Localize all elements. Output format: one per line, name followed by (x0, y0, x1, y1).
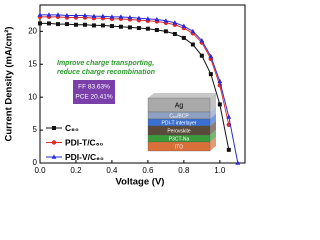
marker (46, 12, 52, 17)
plot-frame (39, 4, 246, 164)
marker (73, 12, 79, 18)
marker (118, 14, 124, 19)
marker (190, 28, 196, 34)
marker (136, 15, 142, 20)
marker (91, 23, 96, 28)
annotation: Improve charge transporting, (57, 60, 154, 67)
x-tick-label: 0.0 (34, 166, 46, 175)
layer-side (210, 107, 216, 119)
marker (217, 102, 222, 107)
layer-label: C₆₀/BCP (169, 113, 189, 119)
marker (109, 24, 114, 29)
legend-marker (52, 126, 56, 130)
marker (82, 22, 87, 27)
series-line (40, 16, 230, 125)
marker (217, 78, 223, 84)
layer-side (210, 114, 216, 126)
layer-label: Ag (175, 102, 184, 109)
marker (226, 147, 231, 152)
marker (181, 23, 187, 28)
metrics-box (73, 80, 115, 104)
marker (91, 13, 97, 18)
layer-label: ITO (175, 144, 183, 150)
marker (73, 22, 78, 27)
marker (190, 42, 195, 47)
marker (127, 25, 132, 30)
layer (147, 141, 211, 152)
layer-label: P3CT-Na (169, 136, 190, 142)
marker (163, 18, 169, 23)
marker (199, 37, 205, 43)
marker (100, 23, 105, 28)
layer-side (210, 121, 216, 135)
metric: PCE 20.41% (75, 94, 112, 101)
legend-label: PDI-T/C₆₀ (65, 137, 104, 147)
marker (172, 31, 177, 36)
x-tick-label: 0.4 (106, 166, 118, 175)
marker (163, 29, 168, 34)
marker (109, 14, 115, 19)
marker (154, 16, 160, 22)
marker (235, 160, 241, 165)
marker (208, 72, 213, 77)
marker (172, 20, 178, 25)
layer-label: Perovskite (167, 128, 191, 134)
layer-side (210, 137, 216, 151)
y-axis-label: Current Density (mA/cm²) (4, 26, 15, 141)
y-tick-label: 15 (28, 59, 37, 68)
legend-label: PDI-V/C₆₀ (65, 152, 104, 162)
x-tick-label: 0.8 (178, 166, 190, 175)
annotation: reduce charge recombination (57, 69, 155, 76)
marker (136, 26, 141, 31)
layer-top (148, 93, 216, 98)
marker (64, 22, 69, 27)
marker (199, 53, 204, 58)
layer-side (210, 93, 216, 112)
chart: Current Density (mA/cm²) Voltage (V) Imp… (4, 4, 246, 188)
marker (154, 28, 159, 33)
x-axis-label: Voltage (V) (116, 177, 165, 188)
marker (145, 16, 151, 21)
y-tick-label: 10 (28, 92, 37, 101)
marker (37, 12, 43, 17)
marker (118, 24, 123, 29)
y-tick-label: 20 (28, 26, 37, 35)
x-tick-label: 1.0 (214, 166, 226, 175)
legend-marker (51, 140, 57, 145)
marker (46, 21, 51, 26)
layer-side (210, 130, 216, 142)
y-tick-label: 5 (33, 125, 38, 134)
marker (64, 12, 70, 18)
marker (208, 53, 214, 59)
marker (55, 12, 61, 17)
marker (181, 35, 186, 40)
series-line (40, 22, 230, 150)
legend-marker (51, 154, 57, 159)
legend-label: C₆₀ (65, 123, 79, 133)
marker (100, 13, 106, 18)
marker (145, 26, 150, 31)
marker (38, 21, 42, 26)
marker (82, 12, 88, 18)
x-tick-label: 0.2 (70, 166, 82, 175)
metric: FF 83.63% (78, 84, 110, 91)
marker (226, 114, 232, 119)
marker (127, 14, 133, 20)
layer-label: PDI-T interlayer (162, 120, 197, 126)
x-tick-label: 0.6 (142, 166, 154, 175)
marker (55, 22, 60, 27)
y-tick-label: 0 (33, 158, 38, 167)
